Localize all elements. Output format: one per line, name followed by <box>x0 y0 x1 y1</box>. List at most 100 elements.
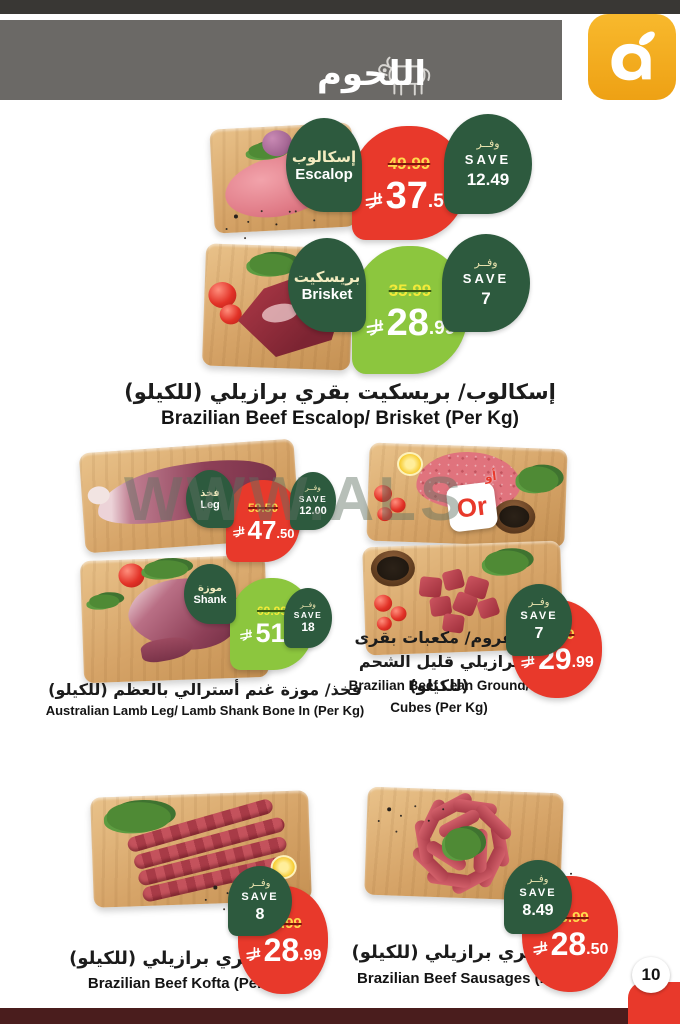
cow-icon <box>374 50 442 106</box>
brisket-price-int: 28 <box>386 301 429 344</box>
page-number: 10 <box>632 957 670 993</box>
escalop-brisket-title-english: Brazilian Beef Escalop/ Brisket (Per Kg) <box>161 408 519 429</box>
save-label-english: SAVE <box>462 271 510 287</box>
saudi-riyal-icon <box>532 940 548 956</box>
cherry-tomato <box>373 484 393 503</box>
or-badge: Or أو <box>445 469 499 533</box>
lamb-title-arabic: فخذ/ موزة غنم أسترالي بالعظم (للكيلو) <box>48 680 362 699</box>
ground-cubes-save-badge: وفــر SAVE 7 <box>506 584 572 656</box>
or-text-english: Or <box>455 489 489 524</box>
brisket-price: 28 .99 <box>365 301 455 344</box>
save-label-english: SAVE <box>298 493 328 504</box>
lamb-leg-old-price: 59.50 <box>247 500 279 515</box>
lamb-shank-price-int: 51 <box>255 617 286 648</box>
brisket-old-price: 35.99 <box>388 280 432 300</box>
save-label-arabic: وفــر <box>300 599 316 609</box>
kofta-price-dec: .99 <box>299 946 322 964</box>
kofta-save-amount: 8 <box>255 905 265 923</box>
escalop-name-english: Escalop <box>295 165 353 183</box>
lamb-leg-name-arabic: فخذ <box>200 487 220 499</box>
cherry-tomato <box>377 506 393 522</box>
parsley <box>518 465 560 494</box>
escalop-name-arabic: إسكالوب <box>291 147 357 166</box>
ground-cubes-title-english-line2: Cubes (Per Kg) <box>390 700 488 715</box>
brisket-name-english: Brisket <box>301 285 353 303</box>
escalop-name-badge: إسكالوب Escalop <box>286 118 362 212</box>
save-label-arabic: وفــر <box>474 256 498 270</box>
ground-cubes-price-dec: .99 <box>571 654 594 672</box>
save-label-arabic: وفــر <box>249 877 271 889</box>
saudi-riyal-icon <box>245 946 261 962</box>
lamb-shank-save-amount: 18 <box>301 620 315 635</box>
saudi-riyal-icon <box>520 655 535 669</box>
sausages-price-int: 28 <box>550 926 587 963</box>
lamb-shank-name-badge: موزة Shank <box>184 564 236 624</box>
top-border-strip <box>0 0 680 14</box>
save-label-english: SAVE <box>519 886 557 899</box>
kofta-price-int: 28 <box>263 932 300 969</box>
category-title: اللحوم <box>316 54 426 94</box>
save-label-english: SAVE <box>464 152 512 168</box>
bottom-border-strip <box>0 1008 680 1024</box>
beef-cube <box>418 576 443 599</box>
lamb-shank-name-arabic: موزة <box>197 582 223 594</box>
sausages-save-amount: 8.49 <box>522 901 554 919</box>
kofta-price: 28 .99 <box>245 932 322 969</box>
tomato <box>219 303 243 325</box>
cherry-tomato <box>389 497 406 513</box>
lamb-shank-save-badge: وفــر SAVE 18 <box>284 588 332 648</box>
spice-bowl <box>370 549 416 588</box>
ground-cubes-title-english-line1: Brazilian Beef Lean Ground/ <box>348 678 530 693</box>
save-label-english: SAVE <box>520 609 558 622</box>
brisket-name-arabic: بريسكيت <box>293 267 361 286</box>
kofta-title-english: Brazilian Beef Kofta (Per Kg) <box>87 975 293 992</box>
category-header-bar: اللحوم <box>0 20 562 100</box>
lamb-title-english: Australian Lamb Leg/ Lamb Shank Bone In … <box>45 703 365 718</box>
saudi-riyal-icon <box>239 629 253 641</box>
lamb-leg-price-blob: 59.50 47 .50 <box>226 480 300 562</box>
herb-garnish <box>143 559 189 580</box>
cherry-tomato <box>373 594 393 613</box>
lamb-leg-price-int: 47 <box>247 514 277 545</box>
escalop-old-price: 49.99 <box>387 153 431 173</box>
brisket-save-amount: 7 <box>481 289 491 309</box>
cherry-tomato <box>390 605 407 622</box>
lamb-shank-name-english: Shank <box>193 593 227 606</box>
lamb-leg-save-badge: وفــر SAVE 12.00 <box>290 472 336 530</box>
lamb-leg-price: 47 .50 <box>232 514 295 545</box>
ground-cubes-title-arabic-line1: مفروم/ مكعبات بقرى <box>354 628 524 647</box>
escalop-brisket-title-arabic: إسكالوب/ بريسكيت بقري برازيلي (للكيلو) <box>124 380 556 404</box>
save-label-arabic: وفــر <box>305 483 321 493</box>
sausages-price: 28 .50 <box>532 926 609 963</box>
escalop-price: 37 .50 <box>364 174 454 217</box>
escalop-save-amount: 12.49 <box>466 170 510 190</box>
sausages-price-dec: .50 <box>586 940 609 958</box>
ground-cubes-title-arabic-line2: برازيلي قليل الشحم (للكيلو) <box>358 652 520 695</box>
lamb-leg-name-english: Leg <box>200 498 220 511</box>
saudi-riyal-icon <box>232 526 245 538</box>
beef-cube <box>441 568 466 592</box>
lamb-shank-old-price: 69.99 <box>256 603 288 618</box>
escalop-price-int: 37 <box>385 174 428 217</box>
brisket-save-badge: وفــر SAVE 7 <box>442 234 530 332</box>
brisket-name-badge: بريسكيت Brisket <box>288 238 366 332</box>
kofta-save-badge: وفــر SAVE 8 <box>228 866 292 936</box>
escalop-save-badge: وفــر SAVE 12.49 <box>444 114 532 214</box>
save-label-english: SAVE <box>293 610 323 621</box>
tomato <box>118 563 145 588</box>
lamb-leg-name-badge: فخذ Leg <box>186 470 234 528</box>
parsley <box>484 549 530 576</box>
saudi-riyal-icon <box>365 318 384 336</box>
sausages-save-badge: وفــر SAVE 8.49 <box>504 860 572 934</box>
beef-cube <box>476 596 501 620</box>
panda-logo <box>588 14 676 100</box>
saudi-riyal-icon <box>364 191 383 209</box>
lamb-leg-price-dec: .50 <box>276 526 295 542</box>
herb-garnish <box>89 593 120 609</box>
save-label-arabic: وفــر <box>527 873 549 885</box>
save-label-english: SAVE <box>241 890 279 903</box>
lamb-leg-save-amount: 12.00 <box>299 504 327 517</box>
save-label-arabic: وفــر <box>476 137 500 151</box>
ground-cubes-save-amount: 7 <box>534 624 544 642</box>
